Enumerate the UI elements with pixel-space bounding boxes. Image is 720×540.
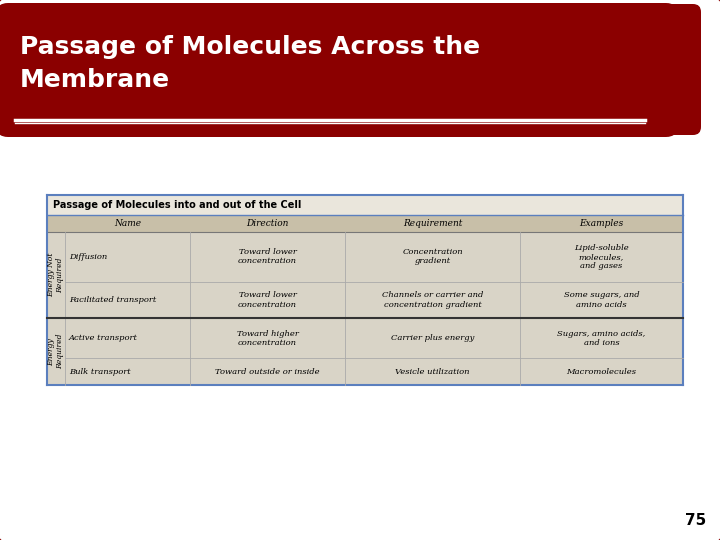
Text: Sugars, amino acids,
and ions: Sugars, amino acids, and ions: [557, 330, 646, 347]
FancyBboxPatch shape: [47, 215, 683, 232]
Text: Active transport: Active transport: [69, 334, 138, 342]
Polygon shape: [655, 12, 680, 127]
Text: Diffusion: Diffusion: [69, 253, 107, 261]
Text: Toward lower
concentration: Toward lower concentration: [238, 292, 297, 309]
FancyBboxPatch shape: [47, 358, 683, 385]
Text: Some sugars, and
amino acids: Some sugars, and amino acids: [564, 292, 639, 309]
FancyBboxPatch shape: [0, 3, 678, 137]
Text: Vesicle utilization: Vesicle utilization: [395, 368, 469, 376]
Text: Bulk transport: Bulk transport: [69, 368, 130, 376]
Text: Carrier plus energy: Carrier plus energy: [391, 334, 474, 342]
Text: Toward lower
concentration: Toward lower concentration: [238, 248, 297, 266]
FancyBboxPatch shape: [47, 232, 683, 282]
Text: Lipid-soluble
molecules,
and gases: Lipid-soluble molecules, and gases: [574, 244, 629, 270]
Text: Requirement: Requirement: [402, 219, 462, 228]
Text: Toward higher
concentration: Toward higher concentration: [237, 330, 298, 347]
Text: Toward outside or inside: Toward outside or inside: [215, 368, 320, 376]
FancyBboxPatch shape: [47, 319, 683, 358]
Text: Examples: Examples: [580, 219, 624, 228]
Text: Channels or carrier and
concentration gradient: Channels or carrier and concentration gr…: [382, 292, 483, 309]
Text: Macromolecules: Macromolecules: [567, 368, 636, 376]
Text: Energy
Required: Energy Required: [48, 334, 65, 369]
Text: Name: Name: [114, 219, 141, 228]
Text: Membrane: Membrane: [20, 68, 170, 92]
Text: 75: 75: [685, 513, 706, 528]
FancyBboxPatch shape: [47, 282, 683, 319]
FancyBboxPatch shape: [647, 4, 701, 135]
Text: Passage of Molecules into and out of the Cell: Passage of Molecules into and out of the…: [53, 200, 302, 210]
Text: Passage of Molecules Across the: Passage of Molecules Across the: [20, 35, 480, 59]
FancyBboxPatch shape: [47, 195, 683, 215]
Text: Energy Not
Required: Energy Not Required: [48, 253, 65, 298]
Text: Facilitated transport: Facilitated transport: [69, 296, 156, 304]
Text: Concentration
gradient: Concentration gradient: [402, 248, 463, 266]
Text: Direction: Direction: [246, 219, 289, 228]
